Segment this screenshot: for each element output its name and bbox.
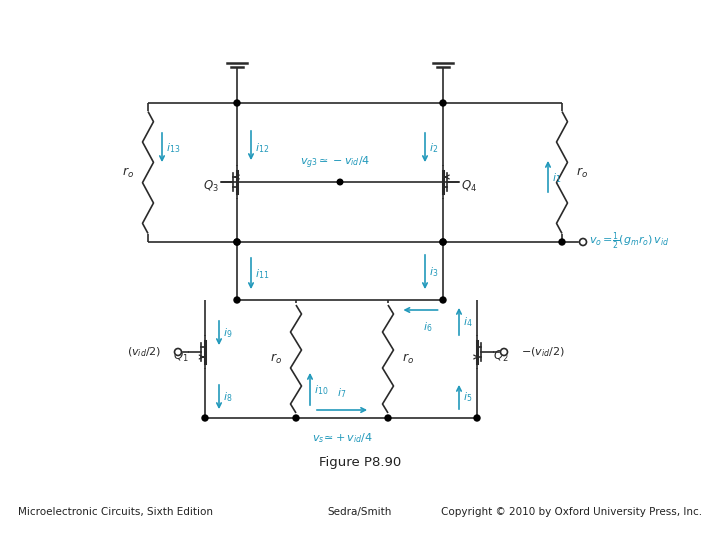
Text: $v_{g3}{\simeq}-v_{id}/4$: $v_{g3}{\simeq}-v_{id}/4$ bbox=[300, 154, 370, 171]
Text: $-(v_{id}/2)$: $-(v_{id}/2)$ bbox=[521, 345, 564, 359]
Text: $i_3$: $i_3$ bbox=[429, 265, 438, 279]
Circle shape bbox=[337, 179, 343, 185]
Circle shape bbox=[234, 100, 240, 106]
Text: $i_1$: $i_1$ bbox=[552, 171, 562, 185]
Text: $i_{13}$: $i_{13}$ bbox=[166, 141, 180, 155]
Text: $Q_2$: $Q_2$ bbox=[493, 348, 509, 363]
Text: $Q_3$: $Q_3$ bbox=[203, 178, 219, 193]
Text: $i_6$: $i_6$ bbox=[423, 320, 432, 334]
Circle shape bbox=[202, 415, 208, 421]
Text: Sedra/Smith: Sedra/Smith bbox=[328, 507, 392, 517]
Text: $i_9$: $i_9$ bbox=[223, 326, 233, 340]
Text: $i_8$: $i_8$ bbox=[223, 390, 233, 404]
Text: $r_o$: $r_o$ bbox=[402, 352, 414, 366]
Text: $Q_4$: $Q_4$ bbox=[461, 178, 477, 193]
Text: Copyright © 2010 by Oxford University Press, Inc.: Copyright © 2010 by Oxford University Pr… bbox=[441, 507, 702, 517]
Circle shape bbox=[234, 239, 240, 245]
Circle shape bbox=[559, 239, 565, 245]
Text: $v_o=\!\frac{1}{2}(g_m r_o)\,v_{id}$: $v_o=\!\frac{1}{2}(g_m r_o)\,v_{id}$ bbox=[589, 230, 670, 252]
Text: $i_5$: $i_5$ bbox=[463, 390, 472, 404]
Text: Figure P8.90: Figure P8.90 bbox=[319, 456, 401, 469]
Circle shape bbox=[440, 297, 446, 303]
Text: Microelectronic Circuits, Sixth Edition: Microelectronic Circuits, Sixth Edition bbox=[18, 507, 213, 517]
Text: $r_o$: $r_o$ bbox=[576, 165, 588, 179]
Circle shape bbox=[440, 100, 446, 106]
Circle shape bbox=[293, 415, 299, 421]
Text: $i_{12}$: $i_{12}$ bbox=[255, 141, 269, 155]
Text: $i_2$: $i_2$ bbox=[429, 141, 438, 155]
Circle shape bbox=[234, 239, 240, 245]
Circle shape bbox=[440, 239, 446, 245]
Circle shape bbox=[440, 239, 446, 245]
Text: $r_o$: $r_o$ bbox=[270, 352, 282, 366]
Circle shape bbox=[500, 348, 508, 355]
Circle shape bbox=[385, 415, 391, 421]
Text: $i_{11}$: $i_{11}$ bbox=[255, 267, 269, 281]
Circle shape bbox=[174, 348, 181, 355]
Text: $Q_1$: $Q_1$ bbox=[174, 348, 189, 363]
Circle shape bbox=[234, 297, 240, 303]
Text: $i_{10}$: $i_{10}$ bbox=[314, 383, 328, 397]
Circle shape bbox=[474, 415, 480, 421]
Text: $i_7$: $i_7$ bbox=[338, 386, 346, 400]
Text: $(v_{id}/2)$: $(v_{id}/2)$ bbox=[127, 345, 161, 359]
Circle shape bbox=[580, 239, 587, 246]
Text: $v_s\!\simeq\!+v_{id}/4$: $v_s\!\simeq\!+v_{id}/4$ bbox=[312, 431, 372, 445]
Text: $i_4$: $i_4$ bbox=[463, 315, 472, 329]
Text: $r_o$: $r_o$ bbox=[122, 165, 134, 179]
